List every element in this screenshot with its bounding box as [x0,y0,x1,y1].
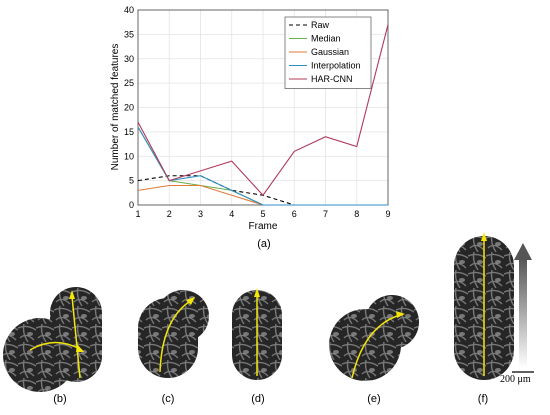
y-tick-label: 40 [124,5,134,15]
chart-legend: Raw Median Gaussian Interpolation HAR-CNN [284,16,372,89]
y-tick-label: 30 [124,54,134,64]
x-tick-label: 1 [135,209,140,219]
y-tick-label: 0 [129,200,134,210]
legend-label: Median [311,34,341,44]
micrograph-b [3,287,102,392]
scale-gradient-arrow [514,243,532,368]
series-line-har-cnn [137,24,389,197]
x-tick-label: 6 [292,209,297,219]
x-axis-label: Frame [249,221,278,230]
legend-label: Raw [311,20,330,30]
micrograph-d [232,288,282,380]
path-arrow-e [351,314,401,379]
path-arrow-c [159,299,193,373]
micrograph-e [329,295,419,381]
caption-b: (b) [53,393,67,405]
legend-label: HAR-CNN [311,74,353,84]
chart-axes: 1 2 3 4 5 6 7 8 9 0 5 10 15 20 25 30 35 40 [124,5,391,219]
caption-f: (f) [477,393,489,405]
chart-series [137,24,389,206]
x-tick-label: 3 [198,209,203,219]
x-tick-label: 7 [323,209,328,219]
x-tick-label: 9 [385,209,390,219]
y-tick-label: 35 [124,29,134,39]
legend-box [284,16,372,89]
legend-label: Gaussian [311,47,349,57]
micrograph-f [454,232,514,380]
series-line-interpolation [137,126,388,206]
caption-a: (a) [257,238,271,250]
caption-d: (d) [251,393,265,405]
scale-bar-label: 200 μm [500,374,531,385]
matched-features-chart: 1 2 3 4 5 6 7 8 9 0 5 10 15 20 25 30 35 40 Number of matc… [110,5,391,230]
caption-c: (c) [161,393,175,405]
x-tick-label: 5 [260,209,265,219]
x-tick-label: 4 [229,209,234,219]
x-tick-label: 8 [354,209,359,219]
y-tick-label: 5 [129,176,134,186]
x-tick-label: 2 [167,209,172,219]
y-tick-label: 25 [124,78,134,88]
y-axis-label: Number of matched features [110,44,121,171]
caption-e: (e) [367,393,381,405]
y-tick-label: 10 [124,151,134,161]
micrograph-c [138,290,209,378]
legend-label: Interpolation [311,61,361,71]
y-tick-label: 15 [124,127,134,137]
y-tick-label: 20 [124,103,134,113]
